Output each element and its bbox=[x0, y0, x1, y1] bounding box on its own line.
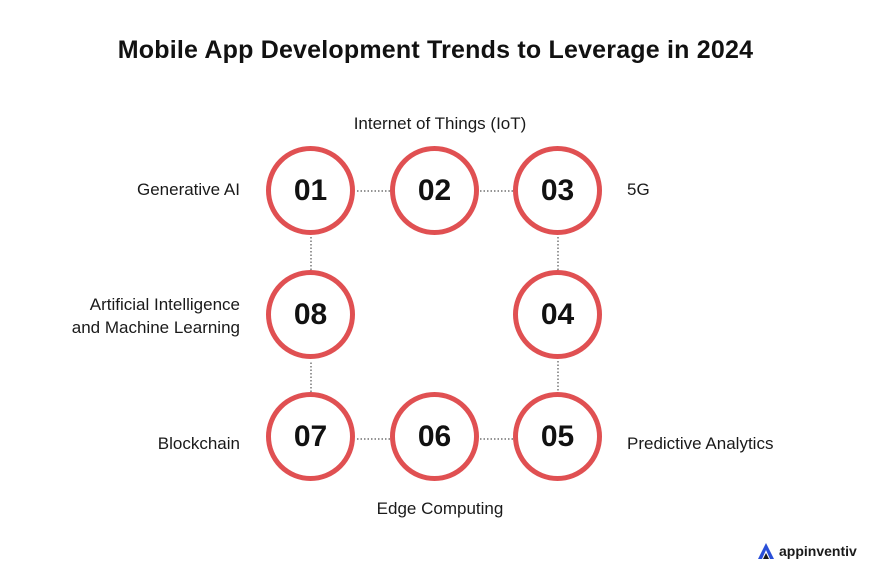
appinventiv-logo-icon bbox=[758, 543, 774, 559]
node-number: 01 bbox=[293, 173, 328, 207]
label-ai-ml-line1: Artificial Intelligence bbox=[89, 295, 240, 314]
node-number: 06 bbox=[417, 419, 452, 453]
brand-logo: appinventiv bbox=[756, 541, 857, 561]
label-iot: Internet of Things (IoT) bbox=[353, 114, 527, 133]
trend-node-07: 07 bbox=[266, 392, 355, 481]
trend-node-02: 02 bbox=[390, 146, 479, 235]
label-ai-ml: Artificial Intelligence and Machine Lear… bbox=[72, 293, 240, 339]
trend-node-05: 05 bbox=[513, 392, 602, 481]
trend-node-01: 01 bbox=[266, 146, 355, 235]
trend-node-08: 08 bbox=[266, 270, 355, 359]
node-number: 08 bbox=[293, 297, 328, 331]
node-number: 07 bbox=[293, 419, 328, 453]
label-blockchain: Blockchain bbox=[157, 434, 240, 453]
brand-name: appinventiv bbox=[779, 543, 857, 559]
label-predictive-analytics: Predictive Analytics bbox=[627, 434, 774, 453]
trend-node-04: 04 bbox=[513, 270, 602, 359]
node-number: 05 bbox=[540, 419, 575, 453]
label-generative-ai: Generative AI bbox=[136, 180, 240, 199]
node-number: 02 bbox=[417, 173, 452, 207]
node-number: 03 bbox=[540, 173, 575, 207]
trend-node-03: 03 bbox=[513, 146, 602, 235]
label-ai-ml-line2: and Machine Learning bbox=[71, 318, 240, 337]
node-number: 04 bbox=[540, 297, 575, 331]
trend-node-06: 06 bbox=[390, 392, 479, 481]
label-5g: 5G bbox=[627, 180, 650, 199]
page-title: Mobile App Development Trends to Leverag… bbox=[117, 36, 754, 64]
label-edge-computing: Edge Computing bbox=[376, 499, 504, 518]
